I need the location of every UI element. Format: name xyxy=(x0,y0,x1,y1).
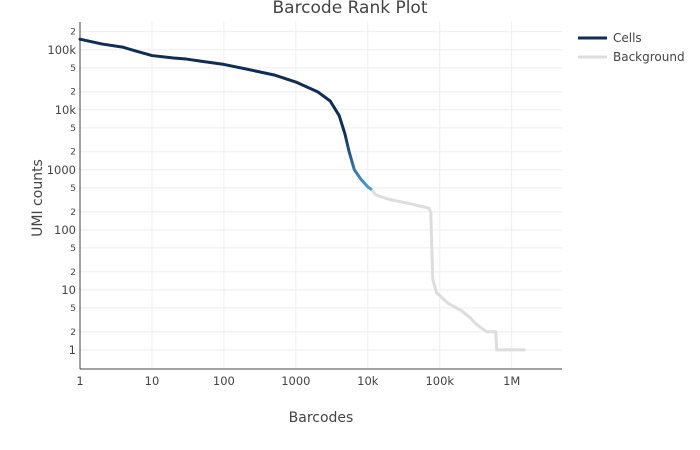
x-tick-label: 100 xyxy=(213,374,235,388)
axes-layer xyxy=(79,22,562,370)
legend[interactable]: Cells Background xyxy=(578,31,685,64)
y-tick-label: 1000 xyxy=(47,163,76,177)
y-minor-tick-label: 5 xyxy=(70,184,76,194)
y-tick-label: 100k xyxy=(47,43,76,57)
series-line-background xyxy=(369,187,526,352)
y-minor-tick-label: 2 xyxy=(70,208,76,218)
x-tick-label: 1000 xyxy=(281,374,310,388)
y-minor-tick-label: 5 xyxy=(70,304,76,314)
grid-layer xyxy=(79,22,562,369)
y-tick-label: 10k xyxy=(55,103,77,117)
y-minor-tick-label: 5 xyxy=(70,244,76,254)
y-minor-tick-label: 2 xyxy=(70,148,76,158)
x-axis-title: Barcodes xyxy=(289,410,354,426)
y-minor-tick-label: 5 xyxy=(70,124,76,134)
chart-title: Barcode Rank Plot xyxy=(272,0,427,18)
series-line-cells xyxy=(78,37,373,191)
x-tick-label: 100k xyxy=(425,374,454,388)
tick-labels: 1 10 100 1000 10k 100k 2 5 2 5 2 5 2 5 2 5 2 1 10 100 1000 10… xyxy=(47,28,521,388)
legend-item-background[interactable]: Background xyxy=(578,50,685,64)
series-layer xyxy=(78,37,526,352)
y-tick-label: 10 xyxy=(61,283,76,297)
y-minor-tick-label: 2 xyxy=(70,28,76,38)
y-tick-label: 1 xyxy=(69,343,76,357)
y-minor-tick-label: 2 xyxy=(70,268,76,278)
y-minor-tick-label: 5 xyxy=(70,64,76,74)
y-tick-label: 100 xyxy=(54,223,76,237)
legend-item-cells[interactable]: Cells xyxy=(578,31,642,45)
y-minor-tick-label: 2 xyxy=(70,328,76,338)
x-tick-label: 10 xyxy=(145,374,160,388)
legend-label-background: Background xyxy=(613,50,685,64)
y-minor-tick-label: 2 xyxy=(70,88,76,98)
x-tick-label: 1 xyxy=(76,374,83,388)
legend-label-cells: Cells xyxy=(613,31,642,45)
x-tick-label: 10k xyxy=(357,374,379,388)
x-tick-label: 1M xyxy=(503,374,520,388)
y-axis-title: UMI counts xyxy=(30,159,46,237)
